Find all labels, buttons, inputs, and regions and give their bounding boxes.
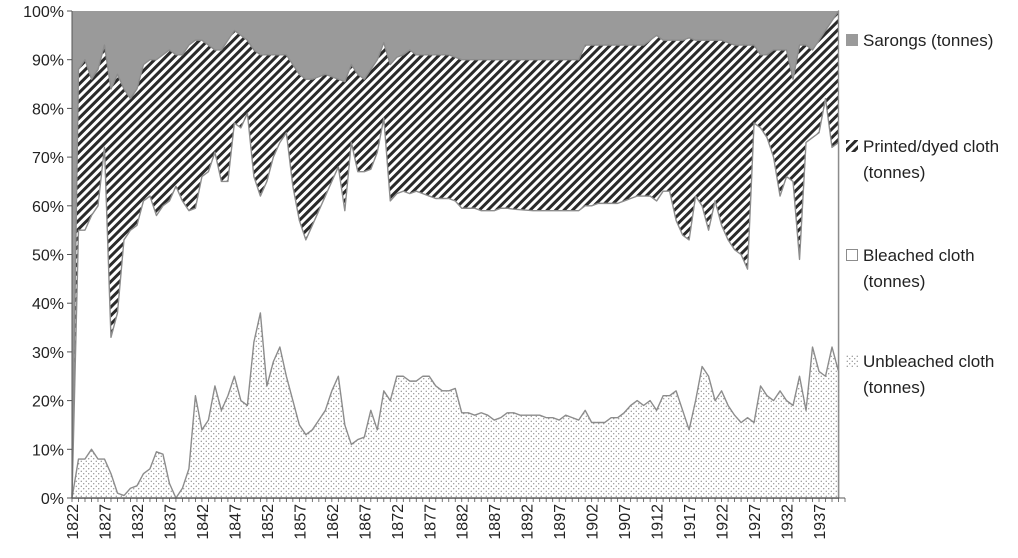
legend-swatch-printed-icon — [846, 140, 858, 152]
x-tick-label: 1862 — [325, 504, 342, 540]
legend-label-printed: Printed/dyed cloth (tonnes) — [863, 137, 1000, 182]
x-tick-label: 1822 — [65, 504, 82, 540]
x-tick-label: 1867 — [357, 504, 374, 540]
y-tick-label: 100% — [23, 4, 64, 21]
x-tick-label: 1927 — [747, 504, 764, 540]
legend-label-bleached: Bleached cloth (tonnes) — [863, 246, 975, 291]
legend-item-bleached: Bleached cloth (tonnes) — [846, 243, 1013, 295]
x-tick-label: 1847 — [227, 504, 244, 540]
x-tick-label: 1852 — [260, 504, 277, 540]
legend-swatch-bleached-icon — [846, 249, 858, 261]
x-tick-label: 1887 — [487, 504, 504, 540]
y-tick-label: 20% — [32, 394, 64, 411]
x-tick-label: 1842 — [195, 504, 212, 540]
x-tick-label: 1827 — [97, 504, 114, 540]
x-tick-label: 1872 — [390, 504, 407, 540]
y-tick-label: 60% — [32, 199, 64, 216]
x-tick-label: 1937 — [812, 504, 829, 540]
y-tick-label: 30% — [32, 345, 64, 362]
x-tick-label: 1882 — [455, 504, 472, 540]
x-tick-label: 1902 — [585, 504, 602, 540]
x-tick-label: 1857 — [292, 504, 309, 540]
y-tick-label: 90% — [32, 53, 64, 70]
x-tick-label: 1877 — [422, 504, 439, 540]
y-tick-label: 0% — [41, 491, 64, 508]
x-tick-label: 1832 — [130, 504, 147, 540]
x-tick-label: 1912 — [650, 504, 667, 540]
y-tick-label: 80% — [32, 101, 64, 118]
plot-area — [71, 10, 840, 499]
legend-item-unbleached: Unbleached cloth (tonnes) — [846, 349, 1013, 401]
y-tick-label: 50% — [32, 248, 64, 265]
x-tick-label: 1907 — [617, 504, 634, 540]
y-tick-label: 10% — [32, 442, 64, 459]
legend-swatch-unbleached-icon — [846, 355, 858, 367]
x-tick-label: 1932 — [780, 504, 797, 540]
legend-item-printed: Printed/dyed cloth (tonnes) — [846, 134, 1013, 186]
x-tick-label: 1922 — [715, 504, 732, 540]
legend-label-sarongs: Sarongs (tonnes) — [863, 31, 994, 50]
y-axis: 0% 10% 20% 30% 40% 50% 60% 70% 80% 90% 100% — [23, 4, 72, 508]
x-tick-label: 1837 — [162, 504, 179, 540]
legend-item-sarongs: Sarongs (tonnes) — [846, 28, 1013, 54]
y-tick-label: 40% — [32, 296, 64, 313]
x-tick-label: 1917 — [682, 504, 699, 540]
x-tick-label: 1897 — [552, 504, 569, 540]
y-tick-label: 70% — [32, 150, 64, 167]
legend-label-unbleached: Unbleached cloth (tonnes) — [863, 352, 995, 397]
x-tick-label: 1892 — [520, 504, 537, 540]
legend-swatch-sarongs-icon — [846, 34, 858, 46]
area-unbleached — [71, 312, 840, 499]
x-axis: 1822 1827 1832 1837 1842 1847 1852 1857 1862 1867… — [65, 498, 846, 540]
